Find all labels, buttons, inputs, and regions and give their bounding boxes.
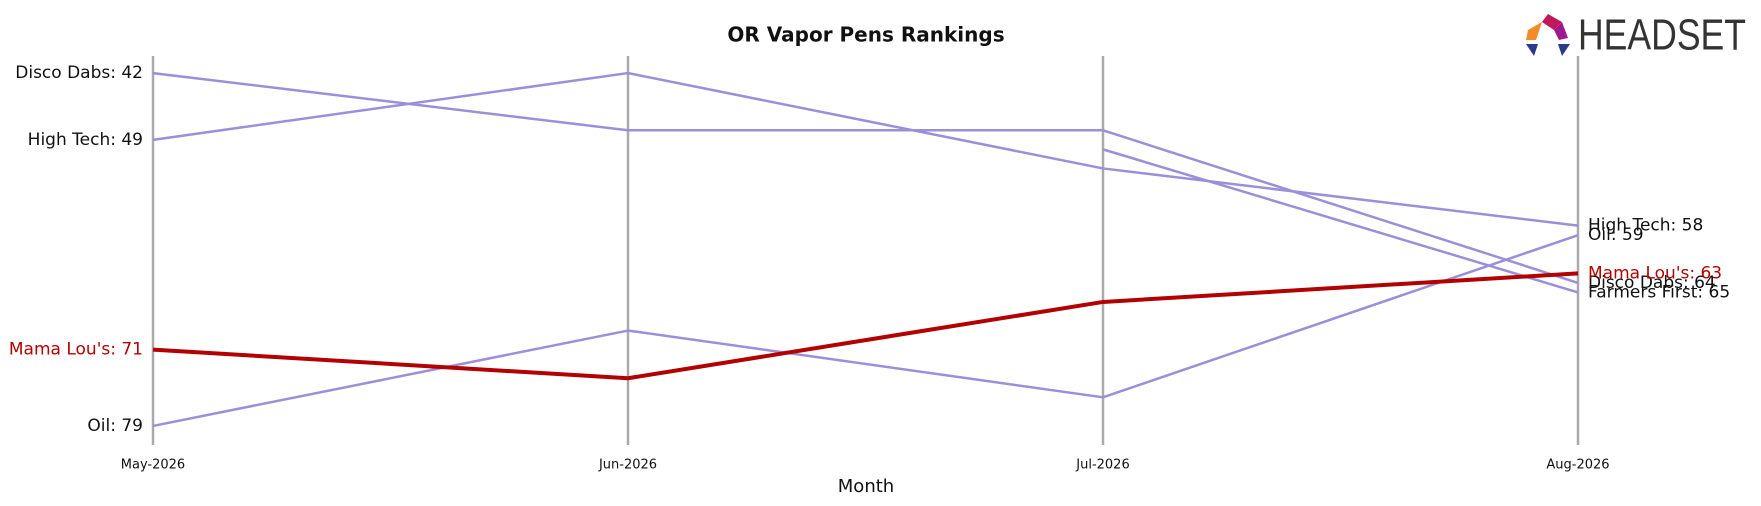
x-axis-label: Month xyxy=(838,476,894,497)
x-tick-label: Jul-2026 xyxy=(1075,458,1129,473)
logo-text: HEADSET xyxy=(1578,11,1746,60)
start-label: Mama Lou's: 71 xyxy=(9,340,143,360)
x-tick-label: Aug-2026 xyxy=(1546,458,1609,473)
end-label: Disco Dabs: 64 xyxy=(1588,273,1716,293)
logo-shape xyxy=(1526,22,1542,40)
start-label: Oil: 79 xyxy=(87,416,143,436)
chart-title: OR Vapor Pens Rankings xyxy=(727,23,1004,47)
end-label: Mama Lou's: 63 xyxy=(1588,263,1722,283)
logo-shape xyxy=(1558,44,1570,56)
logo-shape xyxy=(1542,14,1562,30)
series-line xyxy=(152,71,1579,285)
start-label: High Tech: 49 xyxy=(28,130,143,150)
series-line xyxy=(152,271,1579,381)
series-line xyxy=(152,71,1579,227)
logo: HEADSET xyxy=(1526,11,1746,60)
series-line xyxy=(1102,148,1579,294)
end-label: Oil: 59 xyxy=(1588,225,1644,245)
x-tick-label: Jun-2026 xyxy=(598,458,657,473)
end-label: Farmers First: 65 xyxy=(1588,282,1730,302)
logo-shape xyxy=(1554,22,1568,40)
end-label: High Tech: 58 xyxy=(1588,216,1703,236)
logo-shape xyxy=(1526,44,1538,56)
series-line xyxy=(152,234,1579,428)
start-label: Disco Dabs: 42 xyxy=(15,63,143,83)
x-tick-label: May-2026 xyxy=(121,458,185,473)
